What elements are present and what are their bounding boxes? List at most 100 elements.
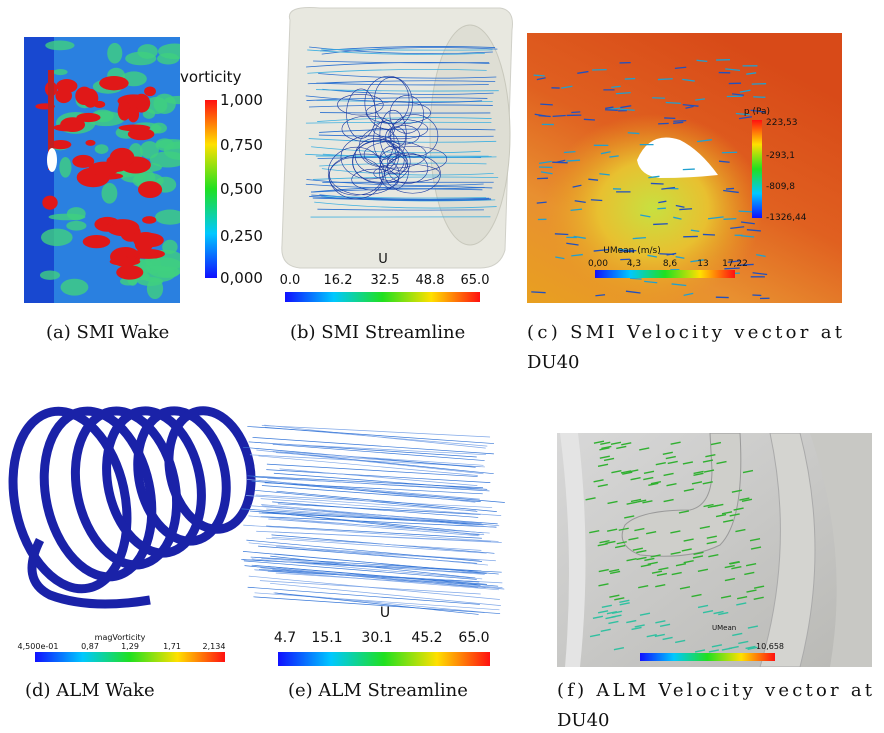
caption: (c) SMI Velocity vector at [527, 322, 843, 343]
colorbar-tick: 0,500 [220, 180, 263, 198]
colorbar-tick: 4.7 [274, 630, 296, 646]
figure: vorticity 1,000 0,750 0,500 0,250 0,000 … [0, 0, 884, 733]
texture [99, 76, 128, 90]
texture [552, 162, 567, 163]
caption: (b) SMI Streamline [290, 322, 465, 343]
colorbar-title: vorticity [180, 68, 242, 86]
texture [107, 43, 122, 64]
colorbar-tick: -1326,44 [766, 213, 807, 223]
texture [158, 43, 191, 59]
texture [95, 144, 109, 154]
colorbar-title: p (Pa) [744, 107, 770, 117]
colorbar-tick: 4,3 [627, 259, 641, 269]
texture [540, 104, 553, 105]
colorbar-tick: 0,250 [220, 227, 263, 245]
streamline-image [282, 8, 513, 269]
texture [144, 86, 156, 96]
texture [703, 234, 715, 235]
texture [67, 207, 86, 220]
texture [739, 211, 753, 212]
colorbar-tick: 0,00 [588, 259, 608, 269]
texture [266, 470, 490, 483]
texture [61, 279, 89, 296]
texture [41, 229, 73, 246]
texture [657, 208, 666, 209]
colorbar-tick: 17,22 [722, 259, 748, 269]
texture [584, 119, 595, 120]
texture [274, 473, 487, 489]
texture [101, 183, 117, 204]
texture [40, 271, 60, 280]
texture [673, 121, 686, 122]
colorbar-title: UMean [712, 624, 736, 632]
texture [83, 235, 110, 248]
texture [155, 210, 185, 225]
texture [153, 94, 175, 114]
texture [280, 469, 478, 486]
colorbar-tick: 13 [697, 259, 708, 269]
texture [105, 161, 128, 172]
texture [94, 101, 106, 108]
texture [628, 133, 640, 134]
texture [566, 160, 580, 161]
colorbar-tick: 0,000 [220, 269, 263, 287]
texture [653, 224, 668, 225]
texture [630, 278, 642, 279]
colorbar [278, 652, 490, 666]
colorbar-tick: 0,87 [81, 642, 99, 651]
texture [652, 98, 665, 99]
colorbar-tick: 2,134 [203, 642, 226, 651]
caption: DU40 [557, 710, 610, 731]
texture [56, 79, 77, 93]
texture [275, 593, 478, 614]
texture [571, 112, 580, 113]
colorbar-title: magVorticity [95, 633, 146, 642]
texture [553, 116, 566, 117]
texture [564, 152, 576, 153]
streamline-image [241, 425, 505, 614]
texture [605, 110, 618, 111]
texture [138, 181, 162, 198]
colorbar-tick: 0.0 [280, 273, 301, 288]
wake-image [24, 37, 195, 303]
texture [132, 249, 165, 259]
texture [42, 196, 57, 210]
texture [679, 209, 692, 210]
texture [722, 152, 737, 153]
colorbar-tick: -293,1 [766, 151, 795, 161]
colorbar-tick: 4,500e-01 [18, 642, 59, 651]
texture [625, 79, 635, 80]
caption: (f) ALM Velocity vector at [557, 680, 873, 701]
texture [658, 79, 673, 80]
texture [66, 221, 86, 231]
texture [110, 223, 134, 230]
colorbar-title: U [380, 605, 390, 621]
colorbar-tick: 32.5 [371, 273, 400, 288]
colorbar-tick: 1,29 [121, 642, 139, 651]
texture [270, 583, 501, 605]
texture [253, 597, 500, 614]
texture [116, 265, 143, 279]
colorbar-tick: 8,6 [663, 259, 678, 269]
caption: (d) ALM Wake [25, 680, 155, 701]
texture [255, 593, 500, 610]
texture [591, 200, 602, 201]
texture [726, 188, 734, 189]
texture [110, 257, 141, 266]
texture [252, 565, 487, 584]
texture [147, 278, 163, 299]
texture [534, 75, 545, 76]
colorbar-tick: 16.2 [324, 273, 353, 288]
texture [85, 140, 95, 146]
caption: (a) SMI Wake [46, 322, 169, 343]
texture [268, 571, 479, 582]
caption: DU40 [527, 352, 580, 373]
texture [128, 106, 140, 122]
colorbar [640, 653, 775, 661]
texture [59, 157, 71, 178]
texture [119, 125, 151, 132]
texture [658, 123, 669, 124]
texture [45, 41, 74, 51]
caption: (e) ALM Streamline [288, 680, 468, 701]
colorbar [35, 652, 225, 662]
